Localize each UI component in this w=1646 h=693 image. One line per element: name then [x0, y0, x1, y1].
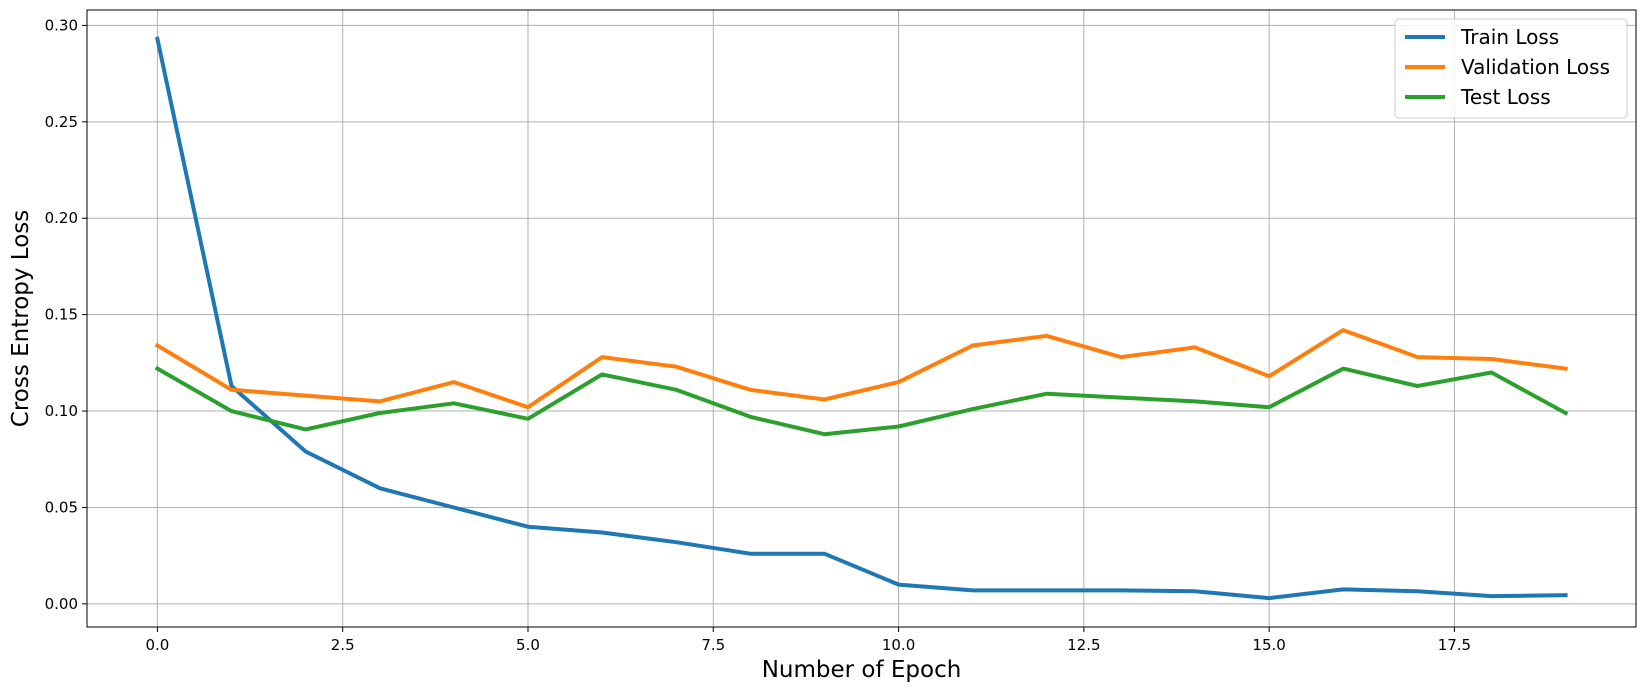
legend-label-validation-loss: Validation Loss	[1461, 55, 1610, 79]
x-tick-label: 5.0	[516, 636, 540, 654]
legend: Train Loss Validation Loss Test Loss	[1394, 18, 1628, 119]
grid	[87, 10, 1636, 627]
x-tick-label: 2.5	[331, 636, 355, 654]
y-tick-label: 0.15	[45, 306, 78, 324]
x-tick-label: 10.0	[882, 636, 915, 654]
test-loss-line	[154, 365, 1569, 437]
legend-box	[1394, 18, 1628, 119]
y-tick-label: 0.20	[45, 209, 78, 227]
legend-label-train-loss: Train Loss	[1460, 25, 1559, 49]
y-axis-title: Cross Entropy Loss	[8, 210, 34, 427]
y-tick-label: 0.25	[45, 113, 78, 131]
x-tick-label: 12.5	[1067, 636, 1100, 654]
y-tick-label: 0.05	[45, 498, 78, 516]
x-tick-label: 15.0	[1252, 636, 1285, 654]
validation-loss-line	[154, 328, 1568, 410]
series-lines	[154, 36, 1569, 601]
x-tick-label: 0.0	[145, 636, 169, 654]
x-axis-title: Number of Epoch	[762, 657, 962, 683]
train-loss-line	[155, 36, 1568, 601]
plot-frame	[86, 9, 1637, 628]
legend-label-test-loss: Test Loss	[1460, 85, 1551, 109]
y-tick-label: 0.10	[45, 402, 78, 420]
y-tick-label: 0.00	[45, 595, 78, 613]
axis-ticks: 0.0 2.5 5.0 7.5 10.0 12.5 15.0 17.5 0.00 0.05 0.10…	[45, 16, 1472, 654]
x-tick-label: 7.5	[701, 636, 725, 654]
y-tick-label: 0.30	[45, 16, 78, 34]
x-tick-label: 17.5	[1438, 636, 1471, 654]
